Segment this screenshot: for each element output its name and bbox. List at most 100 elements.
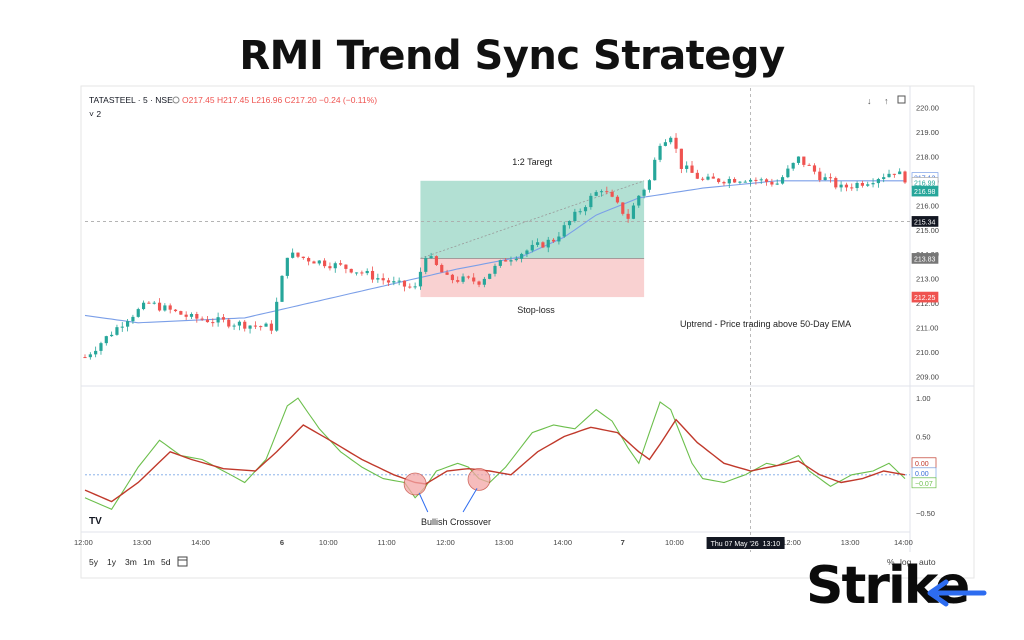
candle-body [163,305,167,311]
candle-body [525,250,529,254]
candle-body [477,281,481,285]
symbol-label[interactable]: TATASTEEL · 5 · NSE [89,95,173,105]
candle-body [669,137,673,143]
candle-body [386,280,391,283]
candle-body [642,189,646,196]
candle-body [743,181,747,183]
candle-body [855,182,859,189]
candle-body [291,252,295,258]
candle-body [786,168,790,178]
log-scale-toggle[interactable]: log [900,557,912,567]
candle-body [232,325,236,327]
price-tick-label: 215.00 [916,226,939,235]
calendar-icon[interactable] [177,556,188,567]
range-button-1m[interactable]: 1m [143,557,155,567]
price-label-text: 215.34 [914,219,936,226]
candle-body [780,177,785,184]
annotations: 1:2 Taregt Stop-loss Uptrend - Price tradi… [421,157,939,549]
candle-body [882,177,886,180]
price-tick-label: 212.00 [916,299,939,308]
candle-body [498,260,502,266]
candle-body [850,187,854,189]
candle-body [509,260,513,262]
time-tick-label: 13:00 [495,538,514,547]
candle-body [445,272,449,275]
candle-body [131,316,135,322]
range-button-1y[interactable]: 1y [107,557,117,567]
candle-body [173,309,178,312]
candle-body [184,314,188,317]
range-button-5d[interactable]: 5d [161,557,171,567]
arrow-up-icon[interactable]: ↑ [884,96,889,106]
candle-body [280,275,284,302]
candle-body [440,264,444,273]
candle-body [179,311,183,315]
candle-body [583,207,588,212]
candle-body [626,213,630,219]
candle-body [892,173,896,175]
candle-body [429,256,433,259]
osc-label-text: −0.07 [915,481,933,488]
osc-tick-label: 1.00 [916,394,931,403]
candle-body [99,343,103,351]
candle-body [791,162,795,169]
candle-body [711,176,715,179]
price-tick-label: 209.00 [916,373,939,382]
candle-body [227,319,231,327]
rmi-line [84,397,906,510]
candle-body [323,260,327,267]
candle-body [248,325,252,329]
candle-body [392,281,396,283]
range-button-3m[interactable]: 3m [125,557,137,567]
candle-body [205,319,210,323]
candle-body [674,137,678,149]
candle-body [360,272,364,274]
candle-body [200,318,204,320]
percent-scale-toggle[interactable]: % [887,557,895,567]
candle-body [104,336,108,344]
candle-body [530,244,534,251]
candle-body [397,280,401,282]
candle-body [344,264,348,269]
candle-body [376,278,380,280]
candle-body [328,266,332,269]
candle-body [488,273,492,279]
candle-body [876,179,880,184]
time-tick-label: 12:00 [74,538,93,547]
range-button-5y[interactable]: 5y [89,557,99,567]
candle-body [764,179,769,182]
time-tick-label: 6 [280,538,284,547]
candle-body [546,239,550,248]
maximize-icon[interactable] [897,95,906,104]
candle-body [514,258,518,261]
candle-body [759,179,763,181]
collapse-indicators-toggle[interactable]: ˅ 2 [89,109,101,119]
time-tick-label: 10:00 [665,538,684,547]
candle-body [748,179,753,182]
trade-zones [420,180,645,298]
candle-body [94,350,98,355]
crossover-marker [403,472,427,496]
candle-body [126,321,130,327]
stoploss-label: Stop-loss [517,305,555,315]
candle-body [141,302,146,310]
candle-body [690,165,694,173]
candle-body [551,239,556,242]
candle-body [338,263,343,265]
candle-body [647,180,652,190]
price-label-box [911,185,939,197]
candle-body [567,220,572,226]
price-tick-label: 210.00 [916,348,939,357]
arrow-down-icon[interactable]: ↓ [867,96,872,106]
auto-scale-toggle[interactable]: auto [919,557,936,567]
candle-body [679,148,683,169]
ohlc-readout: O217.45 H217.45 L216.96 C217.20 −0.24 (−… [182,95,377,105]
ema-50-path [84,180,905,324]
candle-body [312,261,316,264]
candle-body [663,142,667,146]
candle-body [594,192,598,196]
candle-body [110,334,114,337]
price-tick-label: 213.00 [916,275,939,284]
candle-body [610,191,614,197]
